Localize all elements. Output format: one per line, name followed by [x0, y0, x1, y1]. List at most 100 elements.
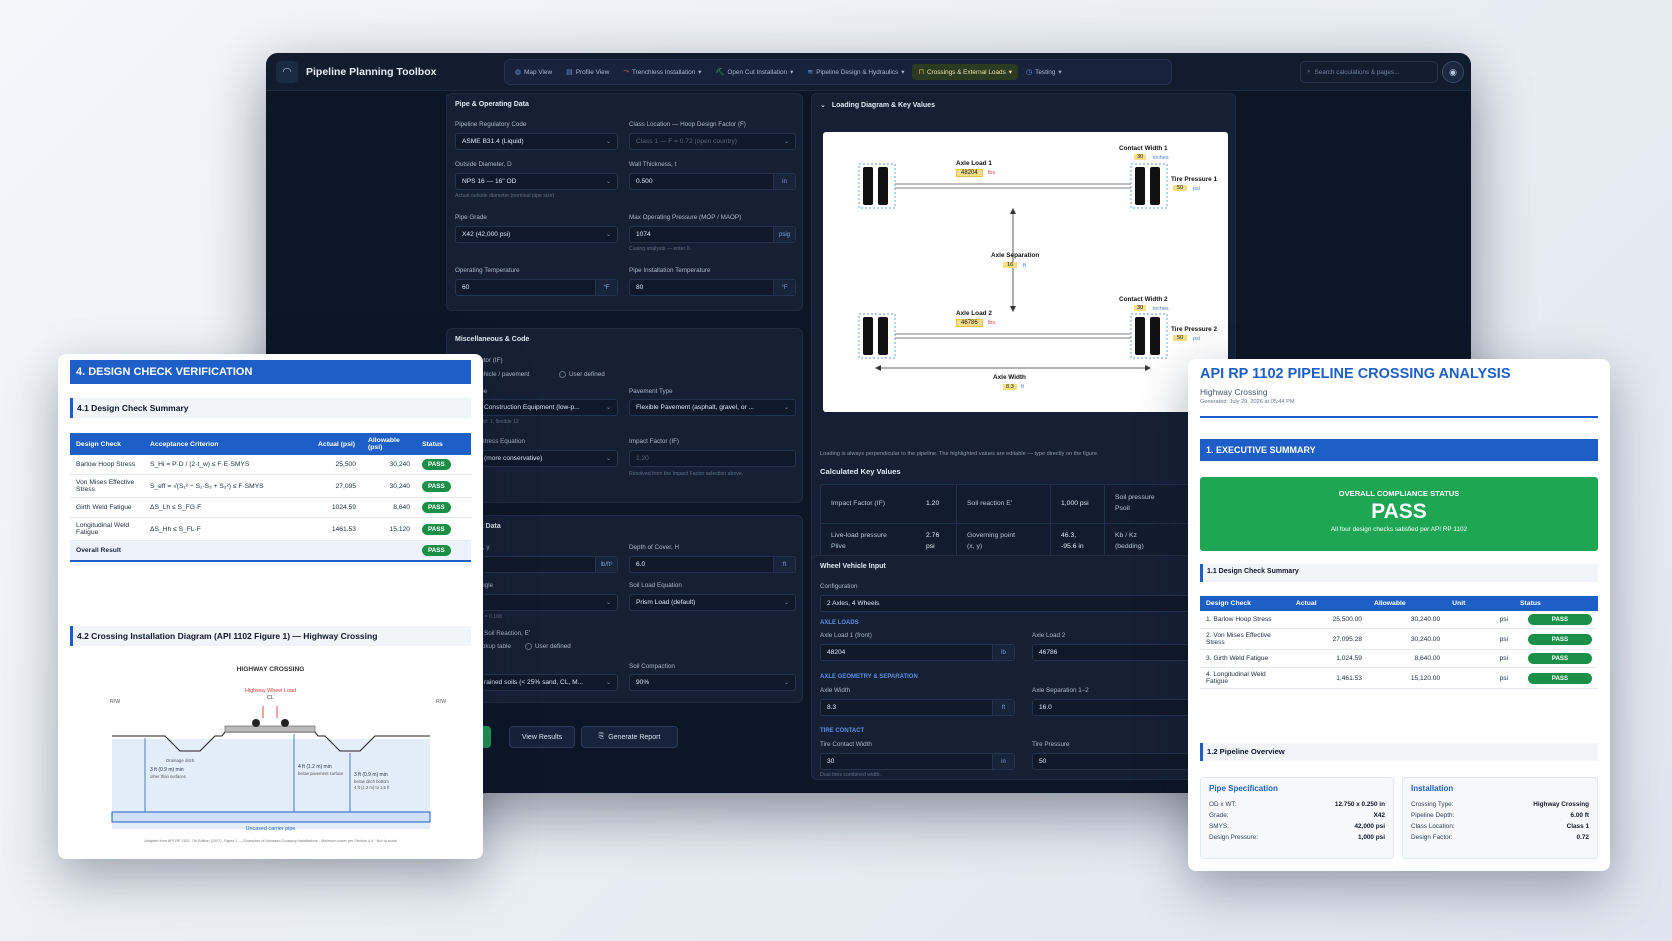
table-row: Von Mises Effective Stress S_eff = √(S₁² … [70, 474, 471, 498]
tp1-value[interactable]: 50 [1173, 185, 1188, 191]
nav-pipeline-design[interactable]: ≋ Pipeline Design & Hydraulics ▾ [807, 68, 905, 77]
kv-soil-label2: Psoil [1115, 505, 1130, 512]
spec-row: Grade: X42 [1209, 812, 1385, 819]
chevron-down-icon: ⌄ [605, 456, 611, 462]
axle2-value[interactable]: 46786 [956, 319, 983, 327]
summary-table: Design Check Actual Allowable Unit Statu… [1200, 596, 1598, 689]
unit-label: ft [992, 700, 1014, 715]
axle-loads-heading: AXLE LOADS [820, 620, 859, 626]
axle-load1-input[interactable]: 48204 lb [820, 644, 1015, 661]
mop-input[interactable]: 1074 psig [629, 226, 796, 243]
grade-select[interactable]: X42 (42,000 psi) ⌄ [455, 226, 618, 243]
overall-value: PASS [1371, 500, 1427, 523]
col-allowable: Allowable [1367, 596, 1447, 611]
cover2-note: below pavement surface [298, 771, 344, 776]
kv-gov-value: 46.3, [1061, 532, 1077, 539]
wall-thickness-input[interactable]: 0.500 in [629, 173, 796, 190]
chevron-down-icon: ⌄ [605, 232, 611, 238]
status-badge: PASS [422, 480, 451, 492]
status-badge: PASS [1528, 614, 1592, 625]
search-input[interactable]: ⌕ Search calculations & pages... [1300, 61, 1438, 83]
tp2-label: Tire Pressure 2 [1171, 326, 1218, 333]
chevron-down-icon: ⌄ [605, 139, 611, 145]
separation-value[interactable]: 16 [1003, 262, 1018, 268]
chevron-down-icon: ⌄ [783, 600, 789, 606]
soil-weight-input[interactable]: lb/ft³ [477, 556, 618, 573]
impact-hint: Resolved from the Impact Factor selectio… [629, 471, 744, 477]
table-row: Longitudinal Weld Fatigue ΔS_Hh ≤ S_FL·F 1… [70, 517, 471, 541]
status-badge: PASS [1528, 653, 1592, 664]
crossing-diagram: HIGHWAY CROSSING Highway Wheel Load CL R… [70, 654, 471, 849]
chevron-down-icon: ⌄ [605, 680, 611, 686]
installation-title: Installation [1411, 784, 1454, 793]
section-heading: 4. DESIGN CHECK VERIFICATION [70, 360, 471, 384]
kv-soil-label: Soil pressure [1115, 494, 1155, 501]
rw-right-label: R/W [436, 699, 447, 705]
cover1-note: other than surfaces [150, 774, 186, 779]
cw1-value[interactable]: 30 [1134, 154, 1147, 160]
nav-profile-view[interactable]: ▤ Profile View [566, 68, 610, 77]
stress-eq-select[interactable]: (more conservative) ⌄ [477, 450, 618, 467]
unit-label: in [992, 754, 1014, 769]
wheel-diagram-svg [858, 163, 1168, 371]
equipment-type-select[interactable]: Construction Equipment (low-p... ⌄ [477, 399, 618, 416]
nav-trenchless[interactable]: ⤳ Trenchless Installation ▾ [623, 68, 702, 76]
tire-width-input[interactable]: 30 in [820, 753, 1015, 770]
axle-load2-input[interactable]: 46786 [1032, 644, 1230, 661]
soil-type-select[interactable]: rained soils (< 25% sand, CL, M... ⌄ [477, 674, 618, 691]
unit-label: °F [773, 280, 795, 295]
user-avatar-icon[interactable]: ◉ [1442, 61, 1464, 83]
install-temp-input[interactable]: 80 °F [629, 279, 796, 296]
kv-gov-label2: (x, y) [967, 543, 983, 550]
width-label: Axle Width [993, 374, 1026, 381]
nav-map-view[interactable]: ◍ Map View [515, 68, 553, 77]
axle-width-input[interactable]: 8.3 ft [820, 699, 1015, 716]
compaction-label: Soil Compaction [629, 663, 675, 670]
chevron-down-icon: ▾ [790, 69, 794, 76]
depth-input[interactable]: 6.0 ft [629, 556, 796, 573]
view-results-button[interactable]: View Results [509, 726, 575, 748]
radio-user-defined[interactable]: User defined [559, 371, 605, 378]
impact-factor-input[interactable]: 1.20 [629, 450, 796, 467]
chevron-down-icon: ▾ [1058, 69, 1062, 76]
mop-label: Max Operating Pressure (MOP / MAOP) [629, 214, 742, 221]
width-value[interactable]: 8.3 [1003, 384, 1017, 390]
tp2-value[interactable]: 50 [1173, 335, 1188, 341]
soil-weight-label: ity, γ [477, 544, 490, 551]
depth-label: Depth of Cover, H [629, 544, 680, 551]
as-label: Axle Separation 1–2 [1032, 687, 1089, 694]
al2-label: Axle Load 2 [1032, 632, 1066, 639]
radio-lookup[interactable]: lookup table [477, 643, 511, 650]
chevron-down-icon: ⌄ [783, 680, 789, 686]
soil-eq-select[interactable]: Prism Load (default) ⌄ [629, 594, 796, 611]
compaction-select[interactable]: 90% ⌄ [629, 674, 796, 691]
cw2-label: Contact Width 2 [1119, 296, 1168, 303]
config-select[interactable]: 2 Axles, 4 Wheels [820, 595, 1230, 612]
nav-testing[interactable]: ◷ Testing ▾ [1026, 68, 1062, 77]
regulatory-select[interactable]: ASME B31.4 (Liquid) ⌄ [455, 133, 618, 150]
factor-label: actor (IF) [477, 357, 503, 364]
report-title: API RP 1102 PIPELINE CROSSING ANALYSIS [1200, 366, 1511, 382]
pipe-spec-card: Pipe Specification OD x WT: 12.750 x 0.25… [1200, 777, 1394, 859]
operating-temp-input[interactable]: 60 °F [455, 279, 618, 296]
sub-heading-summary: 1.1 Design Check Summary [1200, 564, 1598, 582]
generate-report-button[interactable]: ⎘ Generate Report [581, 726, 678, 748]
pavement-select[interactable]: Flexible Pavement (asphalt, gravel, or .… [629, 399, 796, 416]
nav-open-cut[interactable]: ⛏ Open Cut Installation ▾ [715, 68, 794, 77]
soil-eq-label: Soil Load Equation [629, 582, 682, 589]
nav-crossings[interactable]: ⊓ Crossings & External Loads ▾ [912, 64, 1019, 80]
od-select[interactable]: NPS 16 — 16" OD ⌄ [455, 173, 618, 190]
grade-label: Pipe Grade [455, 214, 487, 221]
class-location-label: Class Location — Hoop Design Factor (F) [629, 121, 746, 128]
spec-row: Design Factor: 0.72 [1411, 834, 1589, 841]
angle-select[interactable]: ⌄ [477, 594, 618, 611]
radio-vehicle[interactable]: vehicle / pavement [477, 371, 530, 378]
status-badge: PASS [1528, 633, 1592, 645]
axle1-value[interactable]: 48204 [956, 169, 983, 177]
rear-axle [858, 313, 1168, 359]
radio-user-defined-soil[interactable]: User defined [525, 643, 571, 650]
table-row: 4. Longitudinal Weld Fatigue 1,461.53 15,1… [1200, 667, 1598, 689]
class-location-select[interactable]: Class 1 — F = 0.72 (open country) ⌄ [629, 133, 796, 150]
tire-contact-heading: TIRE CONTACT [820, 728, 865, 734]
cw2-value[interactable]: 30 [1134, 305, 1147, 311]
